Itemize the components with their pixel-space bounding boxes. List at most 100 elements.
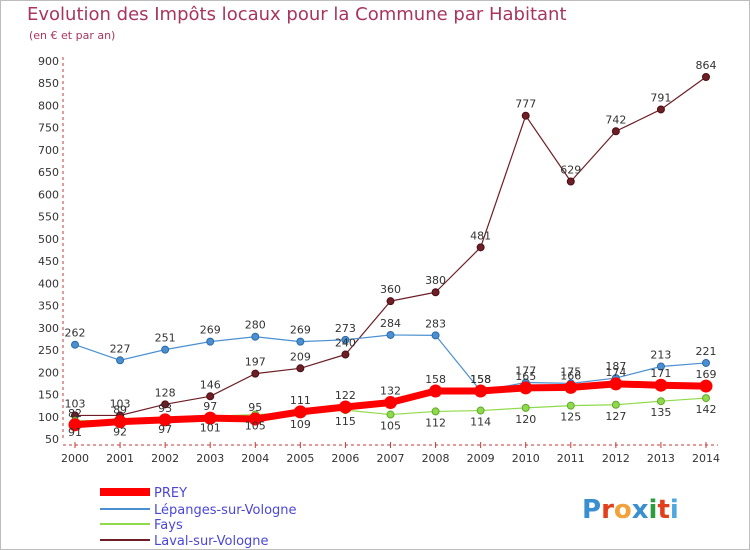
chart-subtitle: (en € et par an) <box>29 29 116 42</box>
data-label-prey: 89 <box>113 404 127 417</box>
data-point-laval-sur-vologne <box>611 127 620 136</box>
data-point-l-panges-sur-vologne <box>71 340 79 349</box>
x-tick-label: 2002 <box>151 452 179 465</box>
data-label-l-panges-sur-vologne: 280 <box>245 319 266 332</box>
data-label-l-panges-sur-vologne: 251 <box>155 332 176 345</box>
legend-label-l-panges-sur-vologne: Lépanges-sur-Vologne <box>154 503 297 518</box>
data-label-l-panges-sur-vologne: 227 <box>110 342 131 355</box>
data-label-fays: 97 <box>158 423 172 436</box>
data-label-prey: 158 <box>470 373 491 386</box>
data-point-fays <box>521 403 530 412</box>
data-point-prey <box>338 400 352 414</box>
x-tick-label: 2008 <box>422 452 450 465</box>
data-label-laval-sur-vologne: 146 <box>200 378 221 391</box>
data-label-l-panges-sur-vologne: 213 <box>650 349 671 362</box>
data-label-fays: 114 <box>470 416 491 429</box>
y-tick-label: 850 <box>38 77 59 90</box>
data-point-laval-sur-vologne <box>702 73 710 82</box>
data-label-l-panges-sur-vologne: 221 <box>696 345 717 358</box>
data-label-prey: 93 <box>158 402 172 415</box>
data-point-l-panges-sur-vologne <box>341 335 350 344</box>
data-point-prey <box>429 384 443 398</box>
data-label-fays: 127 <box>605 410 626 423</box>
data-point-fays <box>702 394 710 403</box>
chart-data-labels: 103 103 128 146 197 209 240 360 380 481 777 629 742 7… <box>65 59 717 439</box>
data-label-prey: 82 <box>68 407 82 420</box>
data-point-fays <box>386 410 395 419</box>
data-label-prey: 174 <box>605 366 626 379</box>
data-label-fays: 105 <box>245 420 266 433</box>
y-tick-label: 800 <box>38 99 59 112</box>
data-point-prey <box>609 377 623 391</box>
data-label-fays: 120 <box>515 413 536 426</box>
chart-axes: 50 100 150 200 250 300 350 400 450 500 550 600 650 70… <box>38 55 720 465</box>
data-label-laval-sur-vologne: 128 <box>155 386 176 399</box>
data-point-prey <box>474 384 488 398</box>
data-label-prey: 169 <box>696 368 717 381</box>
data-label-laval-sur-vologne: 103 <box>65 397 86 410</box>
y-tick-label: 550 <box>38 211 59 224</box>
data-point-l-panges-sur-vologne <box>116 356 125 365</box>
data-label-l-panges-sur-vologne: 175 <box>560 365 581 378</box>
y-tick-label: 750 <box>38 122 59 135</box>
legend-label-laval-sur-vologne: Laval-sur-Vologne <box>154 534 269 549</box>
data-point-prey <box>248 412 262 426</box>
data-point-prey <box>384 396 397 410</box>
y-tick-label: 100 <box>38 411 59 424</box>
y-tick-label: 150 <box>38 389 59 402</box>
data-point-laval-sur-vologne <box>386 297 395 306</box>
y-tick-label: 50 <box>45 433 59 446</box>
data-point-prey <box>564 380 578 394</box>
data-label-laval-sur-vologne: 360 <box>380 283 401 296</box>
data-label-laval-sur-vologne: 864 <box>696 59 717 72</box>
data-label-laval-sur-vologne: 103 <box>110 397 131 410</box>
data-label-prey: 97 <box>203 400 217 413</box>
data-point-laval-sur-vologne <box>161 400 170 409</box>
y-tick-label: 350 <box>38 300 59 313</box>
y-tick-label: 500 <box>38 233 59 246</box>
data-label-fays: 112 <box>425 416 446 429</box>
data-label-prey: 166 <box>560 369 581 382</box>
data-point-l-panges-sur-vologne <box>702 358 710 367</box>
data-point-laval-sur-vologne <box>656 105 665 114</box>
data-point-fays <box>611 400 620 409</box>
data-point-fays <box>476 406 485 415</box>
x-tick-label: 2006 <box>331 452 359 465</box>
data-label-laval-sur-vologne: 197 <box>245 356 266 369</box>
data-label-fays: 101 <box>200 421 221 434</box>
x-tick-label: 2005 <box>286 452 314 465</box>
data-label-l-panges-sur-vologne: 158 <box>470 373 491 386</box>
data-point-l-panges-sur-vologne <box>656 362 665 371</box>
legend-label-prey: PREY <box>154 486 187 501</box>
x-tick-label: 2010 <box>512 452 540 465</box>
x-tick-label: 2009 <box>467 452 495 465</box>
data-label-fays: 135 <box>650 406 671 419</box>
data-point-prey <box>158 413 172 427</box>
data-label-l-panges-sur-vologne: 284 <box>380 317 401 330</box>
data-point-laval-sur-vologne <box>566 177 575 186</box>
data-point-fays <box>656 397 665 406</box>
y-tick-label: 300 <box>38 322 59 335</box>
data-label-fays: 91 <box>68 426 82 439</box>
data-label-fays: 105 <box>380 420 401 433</box>
data-label-l-panges-sur-vologne: 273 <box>335 322 356 335</box>
proxiti-logo: Proxiti <box>582 495 679 525</box>
data-label-fays: 115 <box>335 415 356 428</box>
data-point-laval-sur-vologne <box>431 288 440 297</box>
data-point-prey <box>293 405 307 419</box>
data-label-laval-sur-vologne: 742 <box>605 113 626 126</box>
data-point-l-panges-sur-vologne <box>386 330 395 339</box>
data-point-l-panges-sur-vologne <box>296 337 305 346</box>
y-tick-label: 600 <box>38 188 59 201</box>
data-point-prey <box>699 379 713 393</box>
data-label-prey: 158 <box>425 373 446 386</box>
data-label-fays: 125 <box>560 411 581 424</box>
y-tick-label: 400 <box>38 277 59 290</box>
logo-text: Proxiti <box>582 495 679 525</box>
data-point-laval-sur-vologne <box>206 392 215 401</box>
x-tick-label: 2001 <box>106 452 134 465</box>
data-label-prey: 165 <box>515 370 536 383</box>
data-label-laval-sur-vologne: 240 <box>335 337 356 350</box>
